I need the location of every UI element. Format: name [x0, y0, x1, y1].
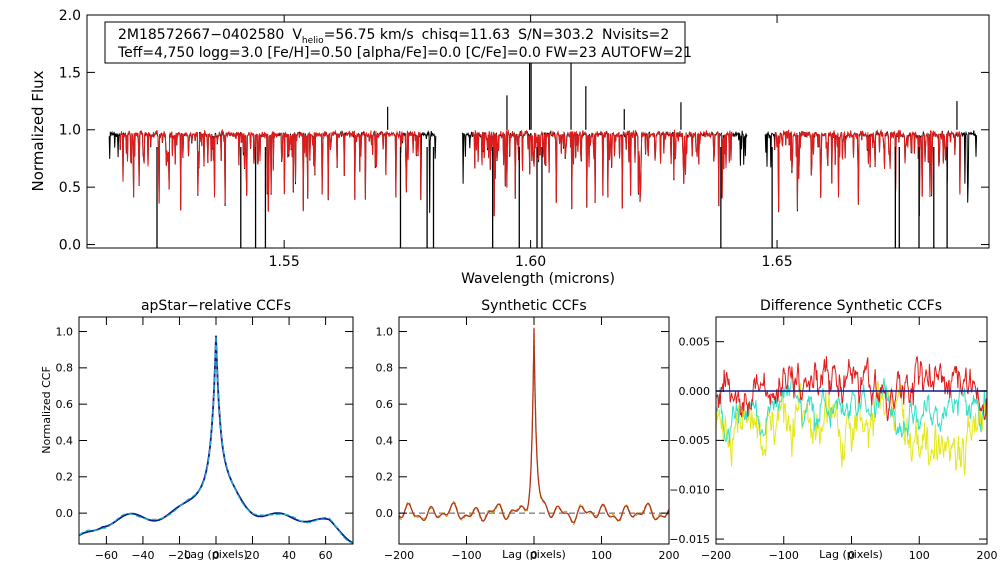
- x-tick-label: 20: [246, 549, 260, 562]
- x-tick-label: −40: [131, 549, 154, 562]
- difference-yellow-line: [715, 380, 988, 476]
- synthetic-ccf-lines: [398, 326, 670, 525]
- x-tick-label: −200: [384, 549, 414, 562]
- apstar-ccf-overlay-line: [78, 335, 354, 544]
- synthetic-ccf-title: Synthetic CCFs: [481, 298, 586, 314]
- spectrum-model-line: [119, 128, 422, 212]
- apstar-ccf-title: apStar−relative CCFs: [141, 298, 291, 314]
- x-tick-label: 1.55: [269, 254, 300, 270]
- apstar-x-ticks: −60 −40 −20 0 20 40 60: [95, 317, 333, 562]
- y-tick-label: 0.0: [59, 237, 81, 253]
- info-v-sub: helio: [302, 36, 324, 46]
- y-tick-label: 0.2: [56, 471, 74, 484]
- x-tick-label: 60: [319, 549, 333, 562]
- info-line-2: Teff=4,750 logg=3.0 [Fe/H]=0.50 [alpha/F…: [117, 45, 692, 61]
- y-tick-label: 0.8: [56, 362, 74, 375]
- y-tick-label: 0.8: [376, 362, 394, 375]
- x-tick-label: −20: [168, 549, 191, 562]
- apstar-y-ticks: 0.0 0.2 0.4 0.6 0.8 1.0: [56, 325, 353, 520]
- spectrum-panel: 1.55 1.60 1.65 0.0 0.5 1.0 1.5 2.0 Wavelength …: [29, 8, 990, 287]
- y-tick-label: 1.0: [59, 123, 81, 139]
- y-tick-label: 0.0: [376, 507, 394, 520]
- y-tick-label: 1.0: [376, 325, 394, 338]
- y-tick-label: −0.015: [669, 533, 710, 546]
- difference-ccf-lines: [715, 355, 988, 476]
- apstar-ccf-line: [78, 335, 354, 544]
- x-tick-label: 200: [977, 549, 998, 562]
- difference-red-line: [715, 355, 988, 422]
- x-tick-label: 0: [531, 549, 538, 562]
- difference-ccf-panel: −200 −100 0 100 200 0.005 0.000 −0.005 −0.010 −0…: [669, 298, 997, 562]
- x-tick-label: 100: [909, 549, 930, 562]
- info-v-prefix: V: [292, 27, 302, 43]
- x-tick-label: −200: [701, 549, 731, 562]
- x-tick-label: 1.65: [761, 254, 792, 270]
- y-tick-label: 0.6: [56, 398, 74, 411]
- spectrum-info-box: 2M18572667−0402580 Vhelio=56.75 km/s chisq…: [104, 21, 692, 64]
- synthetic-y-ticks: 0.0 0.2 0.4 0.6 0.8 1.0: [376, 325, 669, 520]
- y-tick-label: −0.010: [669, 484, 710, 497]
- info-star-id: 2M18572667−0402580: [118, 27, 284, 43]
- apstar-x-label: Lag (pixels): [184, 548, 248, 561]
- info-line-1: 2M18572667−0402580 Vhelio=56.75 km/s chisq…: [118, 27, 669, 46]
- synthetic-ccf-panel: −200 −100 0 100 200 0.0 0.2 0.4 0.6 0.8 1.0 Synth…: [376, 298, 680, 562]
- difference-x-label: Lag (pixels): [819, 548, 883, 561]
- y-tick-label: 0.2: [376, 471, 394, 484]
- spectrum-x-label: Wavelength (microns): [461, 271, 615, 287]
- spectrum-model-line: [774, 128, 963, 216]
- difference-cyan-line: [715, 373, 988, 444]
- difference-x-ticks: −200 −100 0 100 200: [701, 317, 998, 562]
- spectrum-frame: [86, 14, 990, 249]
- y-tick-label: 0.5: [59, 180, 81, 196]
- x-tick-label: 40: [282, 549, 296, 562]
- x-tick-label: −100: [769, 549, 799, 562]
- y-tick-label: 0.4: [56, 434, 74, 447]
- y-tick-label: −0.005: [669, 434, 710, 447]
- difference-y-ticks: 0.005 0.000 −0.005 −0.010 −0.015: [669, 336, 987, 546]
- synthetic-x-ticks: −200 −100 0 100 200: [384, 317, 680, 562]
- spectrum-y-ticks: 0.0 0.5 1.0 1.5 2.0: [59, 8, 989, 253]
- x-tick-label: 1.60: [515, 254, 546, 270]
- synthetic-ccf-line: [398, 328, 670, 524]
- y-tick-label: 2.0: [59, 8, 81, 24]
- info-nvisits: Nvisits=2: [602, 27, 669, 43]
- spectrum-y-label: Normalized Flux: [29, 70, 47, 191]
- y-tick-label: 0.4: [376, 434, 394, 447]
- y-tick-label: 0.000: [679, 385, 711, 398]
- y-tick-label: 0.6: [376, 398, 394, 411]
- x-tick-label: −100: [451, 549, 481, 562]
- y-tick-label: 0.005: [679, 336, 711, 349]
- apstar-ccf-lines: [78, 335, 354, 544]
- info-snr: S/N=303.2: [518, 27, 594, 43]
- x-tick-label: 200: [659, 549, 680, 562]
- y-tick-label: 0.0: [56, 507, 74, 520]
- apstar-y-label: Normalized CCF: [40, 366, 53, 454]
- apstar-ccf-panel: −60 −40 −20 0 20 40 60 0.0 0.2 0.4 0.6 0.8 1.0 apSt…: [40, 298, 354, 562]
- info-v-value: =56.75 km/s: [324, 27, 414, 43]
- spectrum-lines: [108, 56, 978, 248]
- synthetic-x-label: Lag (pixels): [502, 548, 566, 561]
- x-tick-label: 0: [213, 549, 220, 562]
- x-tick-label: −60: [95, 549, 118, 562]
- difference-ccf-title: Difference Synthetic CCFs: [760, 298, 942, 314]
- y-tick-label: 1.5: [59, 65, 81, 81]
- y-tick-label: 1.0: [56, 325, 74, 338]
- spectrum-x-ticks: 1.55 1.60 1.65: [269, 15, 793, 270]
- spectrum-model-line: [472, 129, 734, 217]
- x-tick-label: 0: [848, 549, 855, 562]
- x-tick-label: 100: [591, 549, 612, 562]
- info-box-frame: [104, 21, 686, 64]
- info-chisq: chisq=11.63: [422, 27, 510, 43]
